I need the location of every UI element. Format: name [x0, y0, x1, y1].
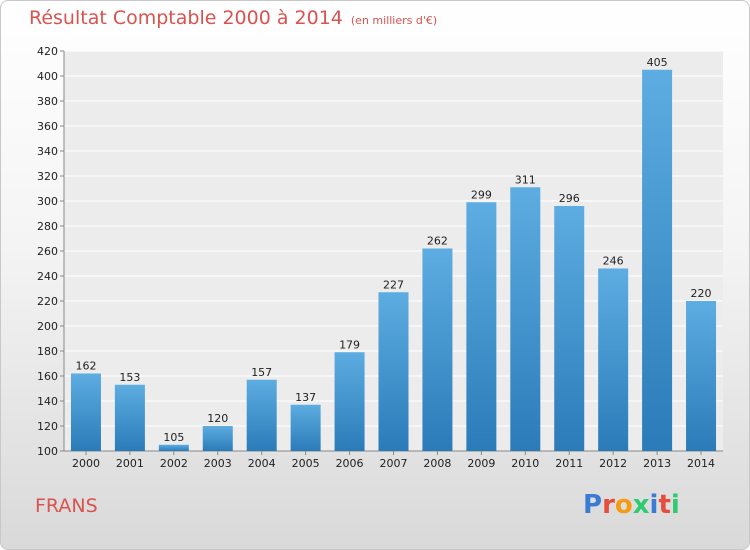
logo-letter: i [649, 490, 659, 520]
x-tick-label: 2002 [160, 457, 188, 470]
y-tick-label: 340 [37, 145, 58, 158]
x-tick-label: 2006 [336, 457, 364, 470]
y-tick-label: 120 [37, 420, 58, 433]
bar-2003 [202, 426, 233, 451]
bar-2009 [466, 202, 497, 451]
bar-value-label: 220 [691, 287, 712, 300]
logo-letter: x [632, 490, 650, 520]
bar-value-label: 296 [559, 192, 580, 205]
bar-2005 [290, 404, 321, 451]
x-tick-label: 2005 [292, 457, 320, 470]
y-tick-label: 100 [37, 445, 58, 458]
y-tick-label: 280 [37, 220, 58, 233]
chart-title: Résultat Comptable 2000 à 2014 (en millie… [29, 7, 437, 29]
bar-2002 [158, 444, 189, 451]
commune-name: FRANS [35, 495, 98, 517]
y-tick-label: 380 [37, 95, 58, 108]
y-tick-label: 300 [37, 195, 58, 208]
bar-value-label: 262 [427, 235, 448, 248]
y-tick-label: 220 [37, 295, 58, 308]
bar-value-label: 227 [383, 278, 404, 291]
bar-2014 [686, 301, 717, 451]
x-tick-label: 2003 [204, 457, 232, 470]
y-tick-label: 140 [37, 395, 58, 408]
title-text: Résultat Comptable 2000 à 2014 [29, 7, 343, 29]
x-tick-label: 2012 [599, 457, 627, 470]
y-tick-label: 320 [37, 170, 58, 183]
y-tick-label: 360 [37, 120, 58, 133]
bar-value-label: 157 [251, 366, 272, 379]
x-tick-label: 2007 [380, 457, 408, 470]
bar-2008 [422, 248, 453, 451]
x-tick-label: 2008 [423, 457, 451, 470]
y-tick-label: 160 [37, 370, 58, 383]
bar-2010 [510, 187, 541, 451]
y-tick-label: 260 [37, 245, 58, 258]
bar-2012 [598, 268, 629, 451]
bar-value-label: 179 [339, 338, 360, 351]
bar-2006 [334, 352, 365, 451]
y-tick-label: 400 [37, 70, 58, 83]
proxiti-logo[interactable]: Proxiti [583, 490, 680, 520]
logo-letter: i [670, 490, 680, 520]
x-tick-label: 2000 [72, 457, 100, 470]
logo-letter: o [614, 490, 633, 520]
bar-value-label: 246 [603, 255, 624, 268]
bar-2013 [642, 69, 673, 451]
y-tick-label: 200 [37, 320, 58, 333]
x-tick-label: 2010 [511, 457, 539, 470]
title-unit: (en milliers d'€) [350, 14, 438, 27]
bar-2001 [114, 384, 145, 451]
bar-value-label: 311 [515, 173, 536, 186]
bar-value-label: 299 [471, 188, 492, 201]
x-tick-label: 2013 [643, 457, 671, 470]
x-tick-label: 2011 [555, 457, 583, 470]
logo-letter: P [583, 490, 603, 520]
bar-2004 [246, 379, 277, 451]
y-tick-label: 240 [37, 270, 58, 283]
logo-letter: t [658, 490, 671, 520]
x-tick-label: 2014 [687, 457, 715, 470]
x-tick-label: 2009 [467, 457, 495, 470]
x-tick-label: 2001 [116, 457, 144, 470]
bar-2011 [554, 206, 585, 451]
y-tick-label: 180 [37, 345, 58, 358]
bar-value-label: 162 [75, 360, 96, 373]
y-tick-label: 420 [37, 45, 58, 58]
bar-value-label: 120 [207, 412, 228, 425]
logo-letter: r [602, 490, 615, 520]
bar-2000 [70, 373, 101, 451]
bar-value-label: 137 [295, 391, 316, 404]
bar-2007 [378, 292, 409, 451]
x-tick-label: 2004 [248, 457, 276, 470]
bar-value-label: 153 [119, 371, 140, 384]
bar-value-label: 405 [647, 56, 668, 69]
bar-value-label: 105 [163, 431, 184, 444]
